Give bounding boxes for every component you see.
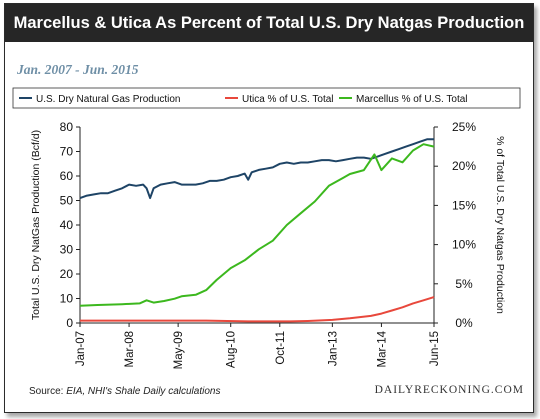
y-left-tick-label: 20 <box>60 267 74 281</box>
y-right-tick-label: 5% <box>455 277 473 291</box>
brand-logo: DAILYRECKONING.COM <box>374 384 524 396</box>
x-tick-label: Jun-15 <box>429 331 441 366</box>
y-left-tick-label: 70 <box>60 145 74 159</box>
x-tick-label: Jan-07 <box>75 331 87 366</box>
y-right-tick-label: 15% <box>452 198 476 212</box>
y-left-tick-label: 40 <box>60 218 74 232</box>
y-right-tick-label: 25% <box>452 120 476 134</box>
y-right-tick-label: 10% <box>452 238 476 252</box>
y-left-tick-label: 60 <box>60 169 74 183</box>
x-tick-label: Mar-08 <box>124 331 136 367</box>
legend-label-0: U.S. Dry Natural Gas Production <box>36 94 181 105</box>
chart-subtitle: Jan. 2007 - Jun. 2015 <box>17 62 139 77</box>
y-right-tick-label: 0% <box>455 316 473 330</box>
y-left-tick-label: 10 <box>60 292 74 306</box>
y-left-axis-title: Total U.S. Dry NatGas Production (Bcf/d) <box>30 130 42 320</box>
chart-title: Marcellus & Utica As Percent of Total U.… <box>5 4 533 42</box>
y-left-tick-label: 80 <box>60 120 74 134</box>
y-left-tick-label: 30 <box>60 243 74 257</box>
legend: U.S. Dry Natural Gas Production Utica % o… <box>12 87 521 109</box>
utica-line <box>80 296 435 323</box>
x-tick-label: Mar-14 <box>376 330 388 367</box>
source-note: Source: EIA, NHI's Shale Daily calculati… <box>29 386 221 397</box>
x-tick-label: May-09 <box>173 331 185 369</box>
chart-frame: Marcellus & Utica As Percent of Total U.… <box>4 3 534 413</box>
y-left-tick-label: 50 <box>60 194 74 208</box>
y-right-tick-label: 20% <box>452 159 476 173</box>
legend-box <box>12 87 521 109</box>
y-left-tick-label: 0 <box>66 316 73 330</box>
x-tick-label: Aug-10 <box>226 331 238 368</box>
marcellus-line <box>79 143 435 307</box>
axes: 0 10 20 30 40 50 60 70 80 0% 5% 10% 15% 20% 25% Jan-07 M… <box>30 120 506 369</box>
x-tick-label: Jan-13 <box>327 331 339 366</box>
x-tick-label: Oct-11 <box>275 331 287 365</box>
series-layer <box>79 138 435 323</box>
legend-label-1: Utica % of U.S. Total <box>242 94 334 105</box>
legend-label-2: Marcellus % of U.S. Total <box>356 94 468 105</box>
y-right-axis-title: % of Total U.S. Dry Natgas Production <box>494 136 506 314</box>
source-text: EIA, NHI's Shale Daily calculations <box>66 386 221 397</box>
